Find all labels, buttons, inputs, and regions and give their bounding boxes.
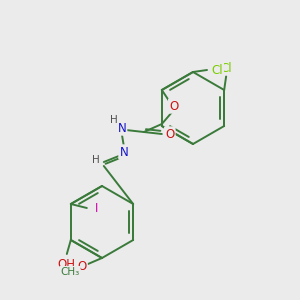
Text: CH₃: CH₃ xyxy=(60,267,80,277)
Text: OH: OH xyxy=(58,257,76,271)
Text: Cl: Cl xyxy=(220,61,232,74)
Text: H: H xyxy=(110,115,118,125)
Text: O: O xyxy=(169,100,178,112)
Text: I: I xyxy=(95,202,98,214)
Text: O: O xyxy=(77,260,87,272)
Text: H: H xyxy=(92,155,100,165)
Text: N: N xyxy=(119,146,128,158)
Text: O: O xyxy=(165,128,174,140)
Text: Cl: Cl xyxy=(211,64,223,76)
Text: N: N xyxy=(117,122,126,134)
